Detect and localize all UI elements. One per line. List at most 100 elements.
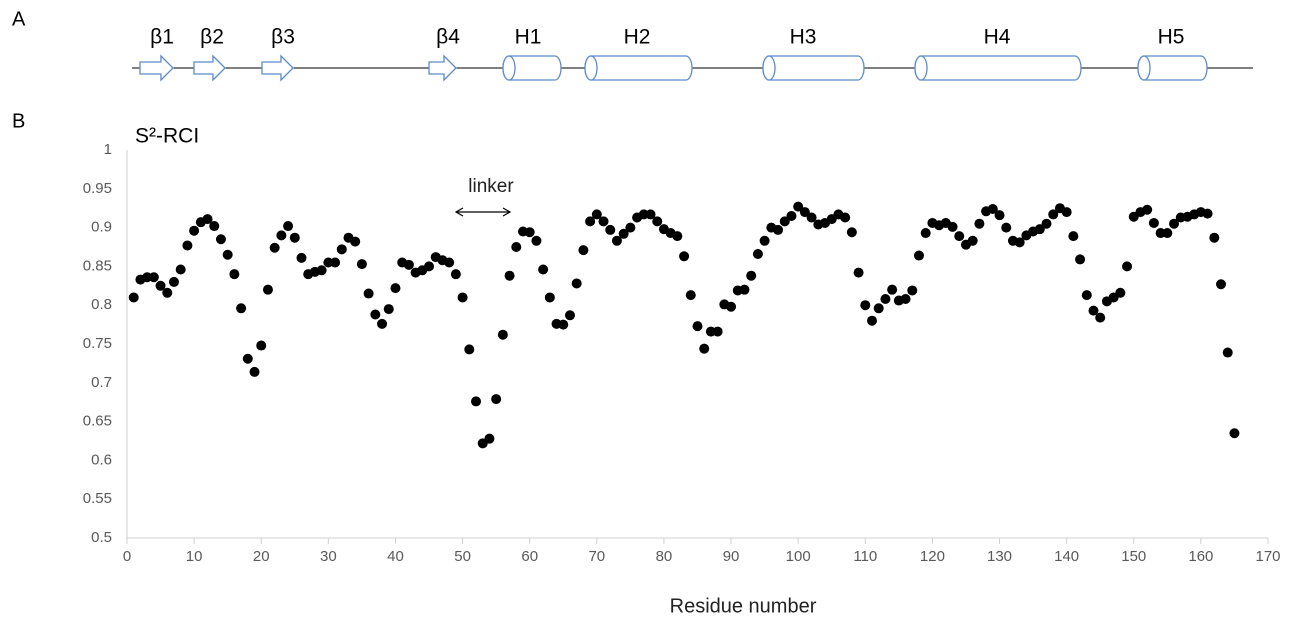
data-point	[840, 212, 851, 223]
data-point	[1014, 237, 1025, 248]
data-point	[1142, 204, 1153, 215]
data-point	[484, 433, 495, 444]
data-point	[685, 290, 696, 301]
data-point	[954, 231, 965, 242]
data-point	[618, 228, 629, 239]
data-point	[645, 209, 656, 220]
data-point	[913, 250, 924, 261]
structure-label: H5	[1158, 26, 1185, 49]
data-point	[1222, 347, 1233, 358]
data-point	[350, 236, 361, 247]
x-tick-label: 80	[656, 548, 673, 565]
data-point	[262, 284, 273, 295]
data-point	[175, 264, 186, 275]
helix-end	[502, 55, 516, 81]
data-point	[900, 293, 911, 304]
data-point	[994, 210, 1005, 221]
data-point	[1209, 232, 1220, 243]
data-point	[773, 224, 784, 235]
data-point	[907, 285, 918, 296]
y-tick-label: 0.6	[91, 451, 112, 468]
structure-label: β2	[200, 26, 224, 49]
data-point	[846, 227, 857, 238]
data-point	[1216, 279, 1227, 290]
data-point	[256, 340, 267, 351]
data-point	[1115, 287, 1126, 298]
data-point	[1034, 224, 1045, 235]
data-point	[242, 353, 253, 364]
x-tick-label: 10	[186, 548, 203, 565]
data-point	[1229, 428, 1240, 439]
data-point	[1001, 222, 1012, 233]
data-point	[779, 216, 790, 227]
data-point	[987, 203, 998, 214]
data-point	[390, 283, 401, 294]
data-point	[759, 235, 770, 246]
x-tick-label: 30	[320, 548, 337, 565]
y-tick-label: 0.5	[91, 529, 112, 546]
helix-end	[762, 55, 776, 81]
data-point	[424, 261, 435, 272]
structure-label: H3	[790, 26, 817, 49]
data-point	[168, 276, 179, 287]
x-tick-label: 110	[853, 548, 877, 565]
strand-arrow	[428, 54, 457, 82]
data-point	[524, 227, 535, 238]
structure-label: H2	[624, 26, 651, 49]
data-point	[222, 249, 233, 260]
data-point	[880, 293, 891, 304]
x-tick-label: 40	[387, 548, 404, 565]
data-point	[571, 278, 582, 289]
data-point	[806, 212, 817, 223]
structure-label: β3	[271, 26, 295, 49]
y-tick-label: 0.85	[83, 257, 112, 274]
data-point	[625, 222, 636, 233]
data-point	[746, 270, 757, 281]
data-point	[504, 270, 515, 281]
data-point	[215, 234, 226, 245]
data-point	[148, 272, 159, 283]
data-point	[269, 242, 280, 253]
data-point	[605, 224, 616, 235]
data-point	[739, 284, 750, 295]
data-point	[799, 207, 810, 218]
data-point	[538, 264, 549, 275]
data-point	[1148, 217, 1159, 228]
data-point	[672, 231, 683, 242]
data-point	[1095, 312, 1106, 323]
data-point	[276, 230, 287, 241]
data-point	[162, 287, 173, 298]
structure-label: β1	[150, 26, 174, 49]
data-point	[786, 210, 797, 221]
data-point	[1041, 218, 1052, 229]
data-point	[920, 228, 931, 239]
panel-label: B	[12, 110, 25, 132]
data-point	[471, 396, 482, 407]
data-point	[497, 329, 508, 340]
data-point	[867, 315, 878, 326]
data-point	[1081, 290, 1092, 301]
data-point	[1162, 228, 1173, 239]
data-point	[444, 257, 455, 268]
linker-arrow	[454, 207, 512, 217]
data-point	[403, 259, 414, 270]
x-tick-label: 0	[123, 548, 131, 565]
x-tick-label: 130	[987, 548, 1012, 565]
data-point	[363, 288, 374, 299]
data-point	[860, 300, 871, 311]
data-point	[209, 221, 220, 232]
data-point	[229, 269, 240, 280]
data-point	[289, 232, 300, 243]
data-point	[383, 304, 394, 315]
data-point	[464, 344, 475, 355]
y-tick-label: 0.9	[91, 219, 112, 236]
data-point	[1061, 207, 1072, 218]
data-point	[558, 319, 569, 330]
data-point	[155, 280, 166, 291]
data-point	[712, 326, 723, 337]
data-point	[356, 259, 367, 270]
strand-arrow	[139, 54, 174, 82]
data-point	[450, 269, 461, 280]
data-point	[330, 257, 341, 268]
